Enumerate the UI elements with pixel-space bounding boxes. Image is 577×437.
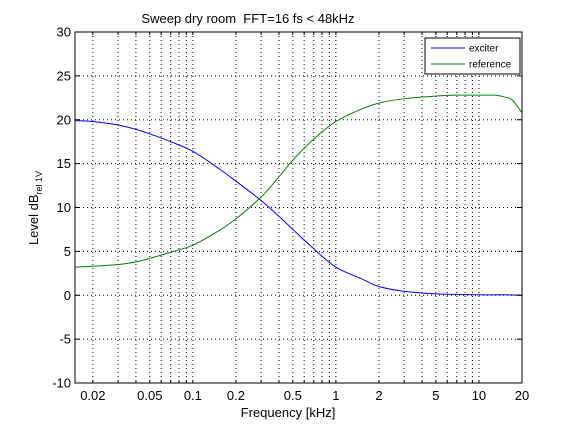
y-axis-label-main: Level dB [26,194,41,245]
y-tick-label: 25 [57,68,71,83]
x-tick-label: 20 [515,388,529,403]
y-tick-label: 20 [57,112,71,127]
ticks [75,31,522,384]
grid [75,32,522,383]
y-tick-label: 0 [64,288,71,303]
x-tick-label: 10 [472,388,486,403]
legend-label-exciter: exciter [469,44,499,55]
x-tick-label: 1 [332,388,339,403]
y-tick-label: 5 [64,244,71,259]
y-tick-label: -5 [59,332,71,347]
legend-box [424,37,521,75]
y-axis-label-subscript: rel 1V [34,171,44,195]
series-line-reference [74,94,523,268]
legend: exciter reference [424,37,521,75]
y-tick-label: 15 [57,156,71,171]
x-tick-label: 5 [432,388,439,403]
x-tick-label: 0.1 [184,388,202,403]
x-tick-label: 0.02 [80,388,105,403]
y-tick-label: 10 [57,200,71,215]
x-tick-label: 0.05 [137,388,162,403]
y-axis-label: Level dBrel 1V [26,171,44,245]
y-tick-label: -10 [52,376,71,391]
legend-label-reference: reference [469,60,512,71]
chart-title: Sweep dry room FFT=16 fs < 48kHz [141,11,354,26]
plot-area [75,32,522,383]
y-tick-label: 30 [57,25,71,40]
series-layer [74,94,523,296]
x-axis-label: Frequency [kHz] [241,405,336,420]
x-tick-label: 0.2 [227,388,245,403]
series-line-exciter [74,120,523,296]
x-tick-label: 0.5 [284,388,302,403]
x-tick-label: 2 [375,388,382,403]
